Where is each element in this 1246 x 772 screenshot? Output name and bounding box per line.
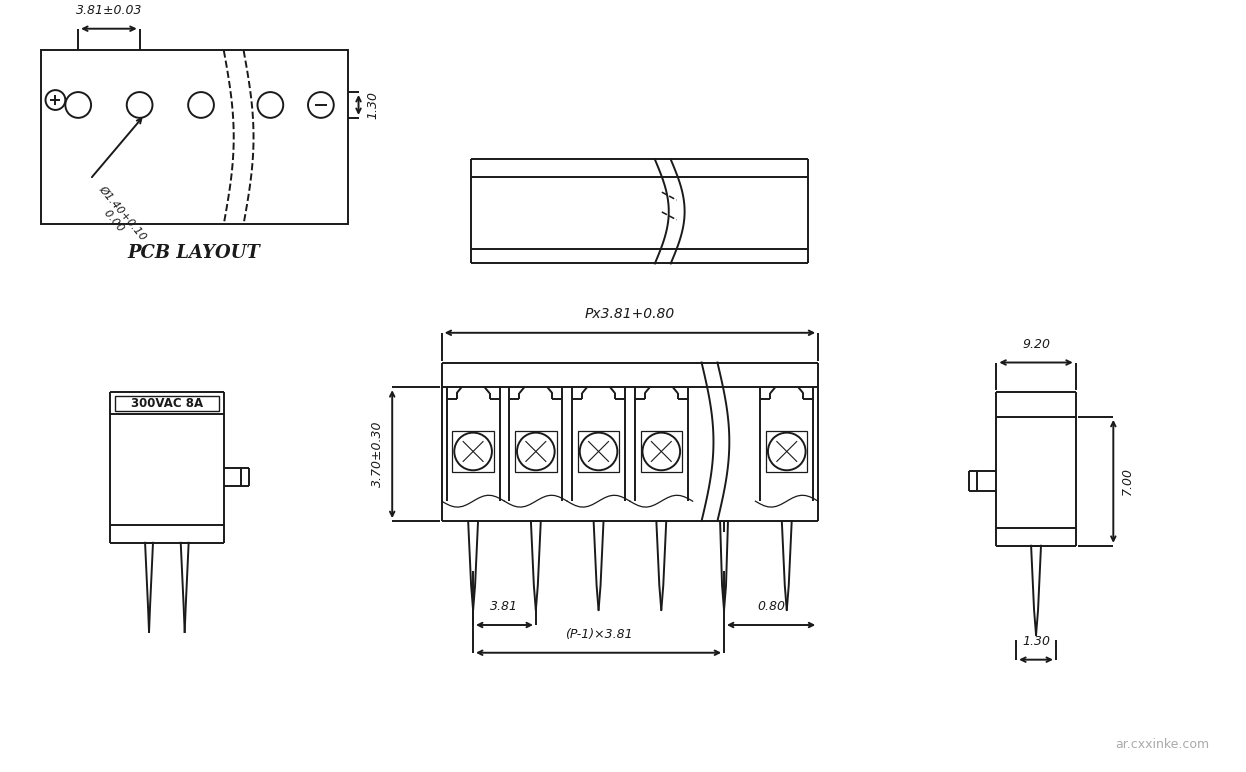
Text: 300VAC 8A: 300VAC 8A xyxy=(131,397,203,410)
Bar xyxy=(515,431,557,472)
Bar xyxy=(578,431,619,472)
Text: Px3.81+0.80: Px3.81+0.80 xyxy=(584,307,675,321)
Bar xyxy=(766,431,807,472)
Text: 7.00: 7.00 xyxy=(1121,467,1134,496)
Bar xyxy=(640,431,682,472)
Text: 3.81: 3.81 xyxy=(491,600,518,613)
Text: Ø1.40+0.10
      0.00: Ø1.40+0.10 0.00 xyxy=(88,185,148,250)
Bar xyxy=(452,431,493,472)
Text: 3.70±0.30: 3.70±0.30 xyxy=(371,421,384,487)
Text: ar.cxxinke.com: ar.cxxinke.com xyxy=(1115,738,1210,751)
Text: 1.30: 1.30 xyxy=(366,91,380,119)
Bar xyxy=(41,50,348,224)
Text: 9.20: 9.20 xyxy=(1022,337,1050,350)
Bar xyxy=(115,396,219,411)
Text: 0.80: 0.80 xyxy=(758,600,785,613)
Text: PCB LAYOUT: PCB LAYOUT xyxy=(128,244,260,262)
Text: 3.81±0.03: 3.81±0.03 xyxy=(76,4,142,17)
Text: 1.30: 1.30 xyxy=(1022,635,1050,648)
Text: (P-1)×3.81: (P-1)×3.81 xyxy=(564,628,633,641)
